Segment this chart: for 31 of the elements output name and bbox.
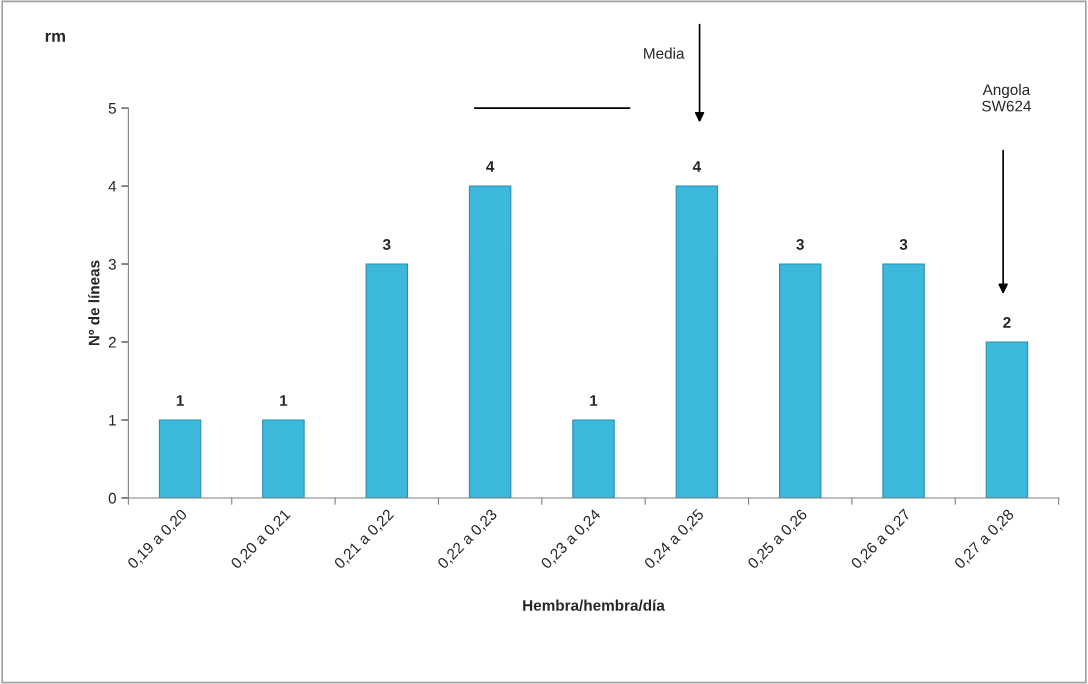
- annotation: Angola SW624: [982, 83, 1031, 112]
- bar: [778, 263, 822, 498]
- y-tick-label: 1: [109, 415, 116, 426]
- y-tick-label: 3: [108, 258, 116, 270]
- data-label: 1: [280, 395, 288, 406]
- text: Media: [644, 47, 685, 59]
- x-tick-label: 0,20 a 0,21: [230, 508, 293, 571]
- bar: [365, 263, 409, 498]
- data-label: 1: [176, 395, 184, 406]
- data-label: 3: [796, 239, 804, 250]
- data-label: 3: [382, 239, 391, 250]
- y-tick-label: 0: [108, 492, 116, 504]
- y-tick-label: 5: [108, 103, 116, 114]
- y-tick-label: 4: [108, 181, 117, 192]
- chart-title: rm: [45, 32, 65, 42]
- bar: [572, 419, 615, 498]
- data-label: 4: [486, 161, 495, 172]
- data-label: 2: [1003, 317, 1011, 328]
- bar: [675, 185, 719, 498]
- bar: [158, 419, 202, 498]
- data-label: 4: [692, 161, 702, 172]
- y-tick-label: 2: [108, 336, 116, 348]
- x-tick-label: 0,19 a 0,20: [126, 508, 189, 571]
- x-axis-title: Hembra/hembra/día: [523, 599, 665, 611]
- bar: [882, 263, 925, 498]
- bar: [262, 419, 305, 498]
- data-label: 3: [899, 239, 908, 250]
- data-label: 1: [590, 395, 598, 406]
- y-axis-title: Nº de líneas: [88, 260, 100, 346]
- bar: [468, 185, 512, 498]
- bar: [985, 341, 1029, 498]
